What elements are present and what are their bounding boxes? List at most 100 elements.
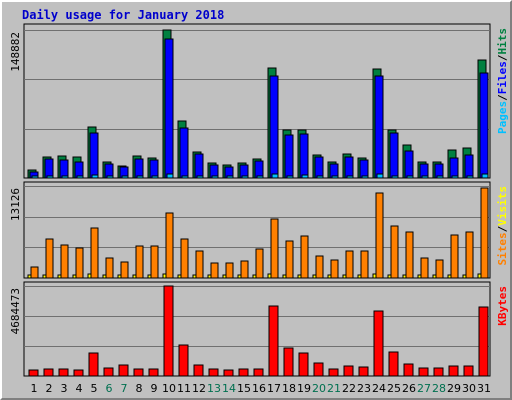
x-tick-label-day-4: 4 — [76, 382, 83, 395]
x-tick-label-day-25: 25 — [387, 382, 401, 395]
bar-pages-day-3 — [61, 175, 69, 179]
bar-sites-day-16 — [255, 248, 264, 279]
bar-kbytes-day-23 — [358, 366, 369, 377]
bar-files-day-20 — [314, 156, 324, 179]
legend-2: Sites/Visits — [496, 186, 509, 266]
bar-kbytes-day-21 — [328, 368, 339, 377]
bar-pages-day-26 — [406, 175, 414, 179]
bar-sites-day-31 — [480, 187, 489, 279]
bar-kbytes-day-12 — [193, 364, 204, 377]
legend-item: Hits — [496, 28, 509, 55]
bar-kbytes-day-24 — [373, 310, 384, 377]
bar-pages-day-7 — [121, 175, 129, 179]
bar-pages-day-8 — [136, 175, 144, 179]
legend-3: KBytes — [496, 286, 509, 326]
bar-pages-day-11 — [181, 175, 189, 179]
bar-pages-day-22 — [346, 175, 354, 179]
bar-pages-day-28 — [436, 175, 444, 179]
x-tick-label-day-18: 18 — [282, 382, 296, 395]
bar-files-day-5 — [89, 132, 99, 179]
bar-pages-day-4 — [76, 175, 84, 179]
x-tick-label-day-9: 9 — [151, 382, 158, 395]
y-max-label-3: 4684473 — [9, 288, 22, 334]
x-tick-label-day-8: 8 — [136, 382, 143, 395]
x-tick-label-day-11: 11 — [177, 382, 191, 395]
bar-pages-day-20 — [316, 175, 324, 179]
bar-pages-day-21 — [331, 175, 339, 179]
bar-kbytes-day-5 — [88, 352, 99, 377]
x-tick-label-day-10: 10 — [162, 382, 176, 395]
bar-files-day-12 — [194, 153, 204, 179]
bar-files-day-25 — [389, 132, 399, 179]
x-tick-label-day-3: 3 — [61, 382, 68, 395]
bar-sites-day-22 — [345, 250, 354, 279]
bar-kbytes-day-15 — [238, 368, 249, 377]
bar-kbytes-day-25 — [388, 351, 399, 377]
bar-kbytes-day-22 — [343, 365, 354, 377]
bar-pages-day-12 — [196, 175, 204, 179]
bar-kbytes-day-9 — [148, 368, 159, 377]
bar-sites-day-13 — [210, 262, 219, 279]
x-tick-label-day-1: 1 — [31, 382, 38, 395]
x-tick-label-day-21: 21 — [327, 382, 341, 395]
bar-files-day-31 — [479, 72, 489, 179]
bar-sites-day-20 — [315, 255, 324, 279]
bar-sites-day-6 — [105, 257, 114, 279]
x-tick-label-day-7: 7 — [121, 382, 128, 395]
bar-files-day-29 — [449, 157, 459, 179]
y-max-label-2: 13126 — [9, 188, 22, 221]
bar-sites-day-2 — [45, 238, 54, 279]
x-tick-label-day-13: 13 — [207, 382, 221, 395]
bar-kbytes-day-17 — [268, 305, 279, 377]
legend-item: / — [496, 225, 509, 232]
bar-kbytes-day-1 — [28, 369, 39, 377]
bar-pages-day-5 — [91, 174, 99, 179]
bar-kbytes-day-8 — [133, 368, 144, 377]
bar-pages-day-19 — [301, 174, 309, 179]
bar-files-day-17 — [269, 75, 279, 179]
bar-kbytes-day-2 — [43, 368, 54, 377]
x-tick-label-day-17: 17 — [267, 382, 281, 395]
bar-pages-day-23 — [361, 175, 369, 179]
bar-kbytes-day-20 — [313, 362, 324, 377]
bar-files-day-19 — [299, 133, 309, 179]
x-tick-label-day-20: 20 — [312, 382, 326, 395]
x-tick-label-day-24: 24 — [372, 382, 386, 395]
x-tick-label-day-30: 30 — [462, 382, 476, 395]
bar-pages-day-6 — [106, 175, 114, 179]
x-tick-label-day-12: 12 — [192, 382, 206, 395]
bar-sites-day-29 — [450, 234, 459, 279]
bar-pages-day-29 — [451, 175, 459, 179]
bar-kbytes-day-4 — [73, 369, 84, 377]
bar-kbytes-day-30 — [463, 365, 474, 377]
bar-sites-day-9 — [150, 245, 159, 279]
bar-files-day-24 — [374, 75, 384, 179]
legend-item: / — [496, 94, 509, 101]
bar-kbytes-day-27 — [418, 367, 429, 377]
bar-kbytes-day-6 — [103, 367, 114, 377]
bar-sites-day-14 — [225, 262, 234, 279]
bar-files-day-16 — [254, 160, 264, 179]
bar-sites-day-12 — [195, 250, 204, 279]
legend-item: Pages — [496, 101, 509, 134]
legend-item: Files — [496, 61, 509, 94]
bar-sites-day-10 — [165, 212, 174, 279]
bar-files-day-23 — [359, 159, 369, 179]
bar-files-day-22 — [344, 156, 354, 179]
bar-sites-day-23 — [360, 250, 369, 279]
bar-kbytes-day-29 — [448, 365, 459, 377]
bar-sites-day-26 — [405, 231, 414, 279]
bar-kbytes-day-28 — [433, 367, 444, 377]
bar-sites-day-17 — [270, 218, 279, 279]
bar-kbytes-day-13 — [208, 368, 219, 377]
legend-item: / — [496, 54, 509, 61]
bar-kbytes-day-7 — [118, 364, 129, 377]
bar-files-day-3 — [59, 159, 69, 179]
x-tick-label-day-26: 26 — [402, 382, 416, 395]
bar-pages-day-31 — [481, 173, 489, 179]
bar-pages-day-10 — [166, 173, 174, 179]
bar-pages-day-25 — [391, 175, 399, 179]
bar-pages-day-2 — [46, 175, 54, 179]
x-tick-label-day-23: 23 — [357, 382, 371, 395]
